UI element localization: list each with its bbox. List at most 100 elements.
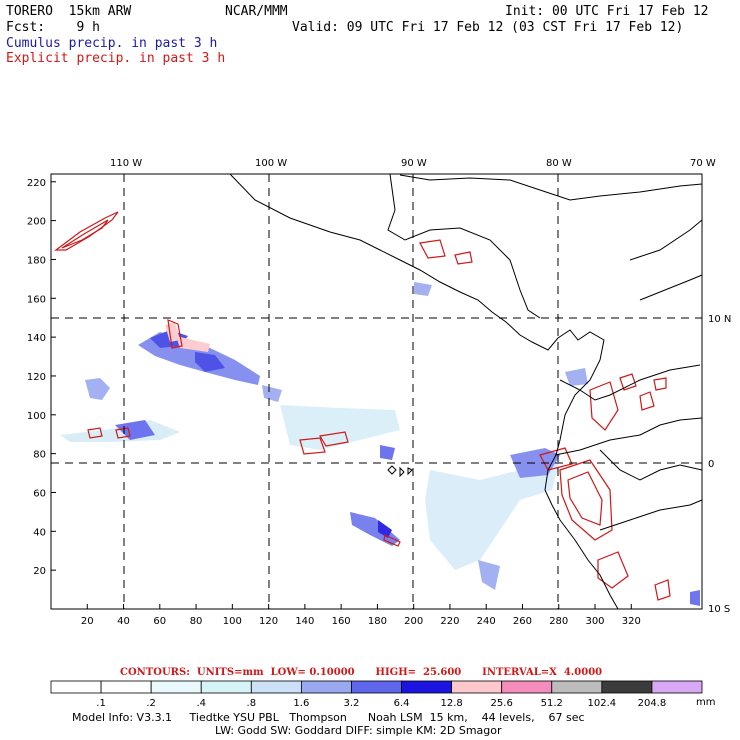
colorbar-swatch [250,680,302,694]
y-tick-label: 100 [27,411,46,422]
precip-contour [654,579,671,601]
colorbar-swatch [501,680,553,694]
y-tick-label: 60 [33,488,46,499]
x-tick-label: 300 [585,616,604,627]
physics-info: LW: Godd SW: Goddard DIFF: simple KM: 2D… [215,724,502,737]
coastlines [229,173,703,610]
colorbar-label: .1 [96,698,106,709]
colorbar-label: .4 [196,698,206,709]
colorbar-label: 1.6 [293,698,309,709]
x-tick-label: 200 [404,616,423,627]
colorbar-units: mm [696,697,715,708]
y-tick-label: 160 [27,294,46,305]
precip-area [115,420,155,440]
y-tick-label: 220 [27,178,46,189]
forecast-hour: Fcst: 9 h [6,20,100,35]
x-tick-label: 260 [513,616,532,627]
colorbar-label: 3.2 [344,698,360,709]
explicit-precip-contours [54,211,671,601]
colorbar-swatch [451,680,503,694]
colorbar-swatch [200,680,252,694]
colorbar-swatch [100,680,152,694]
model-title: TORERO 15km ARW [6,4,132,19]
colorbar-swatch [300,680,352,694]
precip-area [425,455,560,570]
x-tick-label: 80 [190,616,203,627]
precip-area [378,520,392,538]
y-tick-label: 40 [33,527,46,538]
precip-area [565,368,588,386]
colorbar-label: 6.4 [394,698,410,709]
lat-label: 0 [708,459,714,470]
coastline [629,219,703,261]
lon-label: 70 W [690,158,716,169]
island [387,465,397,475]
precip-area [262,385,282,402]
precip-contour [597,551,629,589]
coastline [554,417,703,456]
coastline [559,364,701,401]
precip-contour [167,319,183,349]
y-tick-label: 200 [27,217,46,228]
colorbar-label: 204.8 [638,698,667,709]
precip-area [85,378,110,400]
precip-contour [319,431,349,447]
precip-contour [539,447,573,471]
precip-contour [653,377,667,391]
x-tick-label: 140 [295,616,314,627]
y-axis-ticks: 220 200 180 160 140 120 100 80 60 40 20 [27,178,56,577]
precip-contour [454,251,473,265]
x-tick-label: 100 [223,616,242,627]
colorbar-label: .2 [146,698,156,709]
precip-area [478,560,500,590]
precip-area [176,336,210,352]
coastline [544,454,619,610]
colorbar-swatch [351,680,402,694]
x-tick-label: 120 [259,616,278,627]
colorbar-swatch [401,680,453,694]
precip-colorbar: .1 .2 .4 .8 1.6 3.2 6.4 12.8 25.6 51.2 102.4 204.8 [50,680,703,709]
coastline [639,274,703,301]
precip-area [690,590,700,606]
latitude-labels: 10 N 0 10 S [708,314,731,615]
lon-label: 90 W [401,158,427,169]
precip-contour [559,459,613,541]
y-tick-label: 120 [27,372,46,383]
colorbar-label: .8 [247,698,257,709]
precip-contour [619,373,637,391]
precip-area [380,445,395,460]
lat-label: 10 S [708,604,730,615]
precip-contour [61,219,109,249]
colorbar-swatch [601,680,653,694]
colorbar-label: 12.8 [440,698,462,709]
x-tick-label: 40 [117,616,130,627]
x-tick-label: 180 [368,616,387,627]
island [399,466,405,478]
coastline [399,174,703,201]
x-tick-label: 280 [549,616,568,627]
precip-contour [87,427,103,439]
map-frame [50,173,703,610]
colorbar-label: 25.6 [491,698,513,709]
cumulus-precip-label: Cumulus precip. in past 3 h [6,36,218,51]
y-tick-label: 20 [33,566,46,577]
colorbar-swatch [651,680,703,694]
x-tick-label: 20 [81,616,94,627]
x-tick-label: 240 [477,616,496,627]
contour-info: CONTOURS: UNITS=mm LOW= 0.10000 HIGH= 25… [120,667,603,678]
precip-contour [419,239,446,259]
colorbar-label: 51.2 [541,698,563,709]
longitude-labels: 110 W 100 W 90 W 80 W 70 W [110,158,716,169]
x-tick-label: 160 [332,616,351,627]
latlon-grid [51,174,702,609]
precip-area [195,352,225,372]
init-time: Init: 00 UTC Fri 17 Feb 12 [505,4,709,19]
organization: NCAR/MMM [225,4,288,19]
coastline [599,449,703,481]
precip-contour [299,437,326,455]
coastline [599,499,703,531]
x-tick-label: 220 [440,616,459,627]
precip-area [414,282,432,296]
coastline [387,173,541,319]
